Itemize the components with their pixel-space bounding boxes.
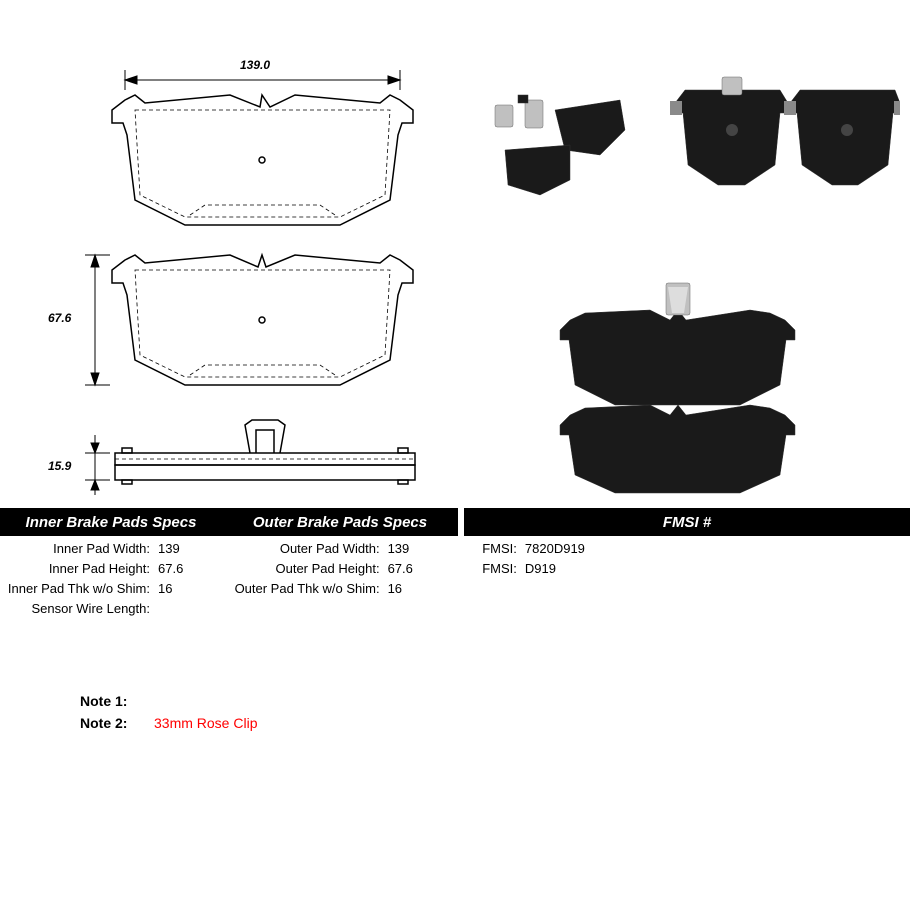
header-inner-specs: Inner Brake Pads Specs: [0, 514, 222, 531]
spec-value: 139: [154, 540, 180, 558]
technical-drawing-area: 139.0 67.6 15.9: [30, 55, 460, 495]
spec-label: FMSI:: [469, 540, 521, 558]
inner-specs-column: Inner Pad Width:139Inner Pad Height:67.6…: [0, 540, 220, 618]
spec-value: 16: [154, 580, 172, 598]
top-pad-outline: [112, 95, 413, 225]
spec-row: FMSI:D919: [469, 560, 910, 578]
notes-area: Note 1: Note 2: 33mm Rose Clip: [80, 690, 257, 734]
spec-row: Inner Pad Height:67.6: [0, 560, 220, 578]
outer-specs-column: Outer Pad Width:139Outer Pad Height:67.6…: [220, 540, 453, 618]
spec-label: Outer Pad Thk w/o Shim:: [220, 580, 384, 598]
spec-row: Sensor Wire Length:: [0, 600, 220, 618]
note-1-label: Note 1:: [80, 690, 150, 712]
height-dimension-value: 67.6: [48, 311, 71, 325]
spec-value: 139: [384, 540, 410, 558]
photo-hardware-cluster: [495, 95, 625, 195]
photo-pad-pair-back: [670, 77, 900, 185]
spec-label: Inner Pad Width:: [0, 540, 154, 558]
note-1-row: Note 1:: [80, 690, 257, 712]
height-dimension-line: [85, 255, 110, 385]
header-fmsi: FMSI #: [464, 514, 910, 531]
thickness-dimension-value: 15.9: [48, 459, 71, 473]
spec-value: [154, 600, 158, 618]
spec-value: 16: [384, 580, 402, 598]
spec-label: Outer Pad Height:: [220, 560, 384, 578]
header-outer-specs: Outer Brake Pads Specs: [222, 514, 458, 531]
spec-row: Inner Pad Thk w/o Shim:16: [0, 580, 220, 598]
spec-label: Inner Pad Height:: [0, 560, 154, 578]
brake-pad-schematic-svg: [30, 55, 460, 495]
bottom-pad-edge-view: [115, 420, 415, 484]
spec-row: Inner Pad Width:139: [0, 540, 220, 558]
note-2-row: Note 2: 33mm Rose Clip: [80, 712, 257, 734]
fmsi-column: FMSI:7820D919FMSI:D919: [459, 540, 910, 618]
specs-header-bar: Inner Brake Pads Specs Outer Brake Pads …: [0, 508, 910, 536]
note-2-text: 33mm Rose Clip: [150, 712, 257, 734]
product-photos-svg: [470, 55, 900, 495]
width-dimension-value: 139.0: [240, 58, 270, 72]
note-2-label: Note 2:: [80, 712, 150, 734]
spec-value: 67.6: [384, 560, 413, 578]
middle-pad-outline: [112, 255, 413, 385]
spec-value: D919: [521, 560, 556, 578]
spec-row: Outer Pad Width:139: [220, 540, 453, 558]
product-photo-area: [470, 55, 900, 495]
spec-label: FMSI:: [469, 560, 521, 578]
spec-row: FMSI:7820D919: [469, 540, 910, 558]
spec-label: Inner Pad Thk w/o Shim:: [0, 580, 154, 598]
spec-value: 67.6: [154, 560, 183, 578]
spec-row: Outer Pad Height:67.6: [220, 560, 453, 578]
thickness-dimension-line: [85, 435, 110, 495]
width-dimension-line: [125, 70, 400, 90]
specs-data-area: Inner Pad Width:139Inner Pad Height:67.6…: [0, 540, 910, 618]
spec-label: Sensor Wire Length:: [0, 600, 154, 618]
photo-pad-pair-front: [560, 283, 795, 493]
spec-label: Outer Pad Width:: [220, 540, 384, 558]
spec-row: Outer Pad Thk w/o Shim:16: [220, 580, 453, 598]
spec-value: 7820D919: [521, 540, 585, 558]
